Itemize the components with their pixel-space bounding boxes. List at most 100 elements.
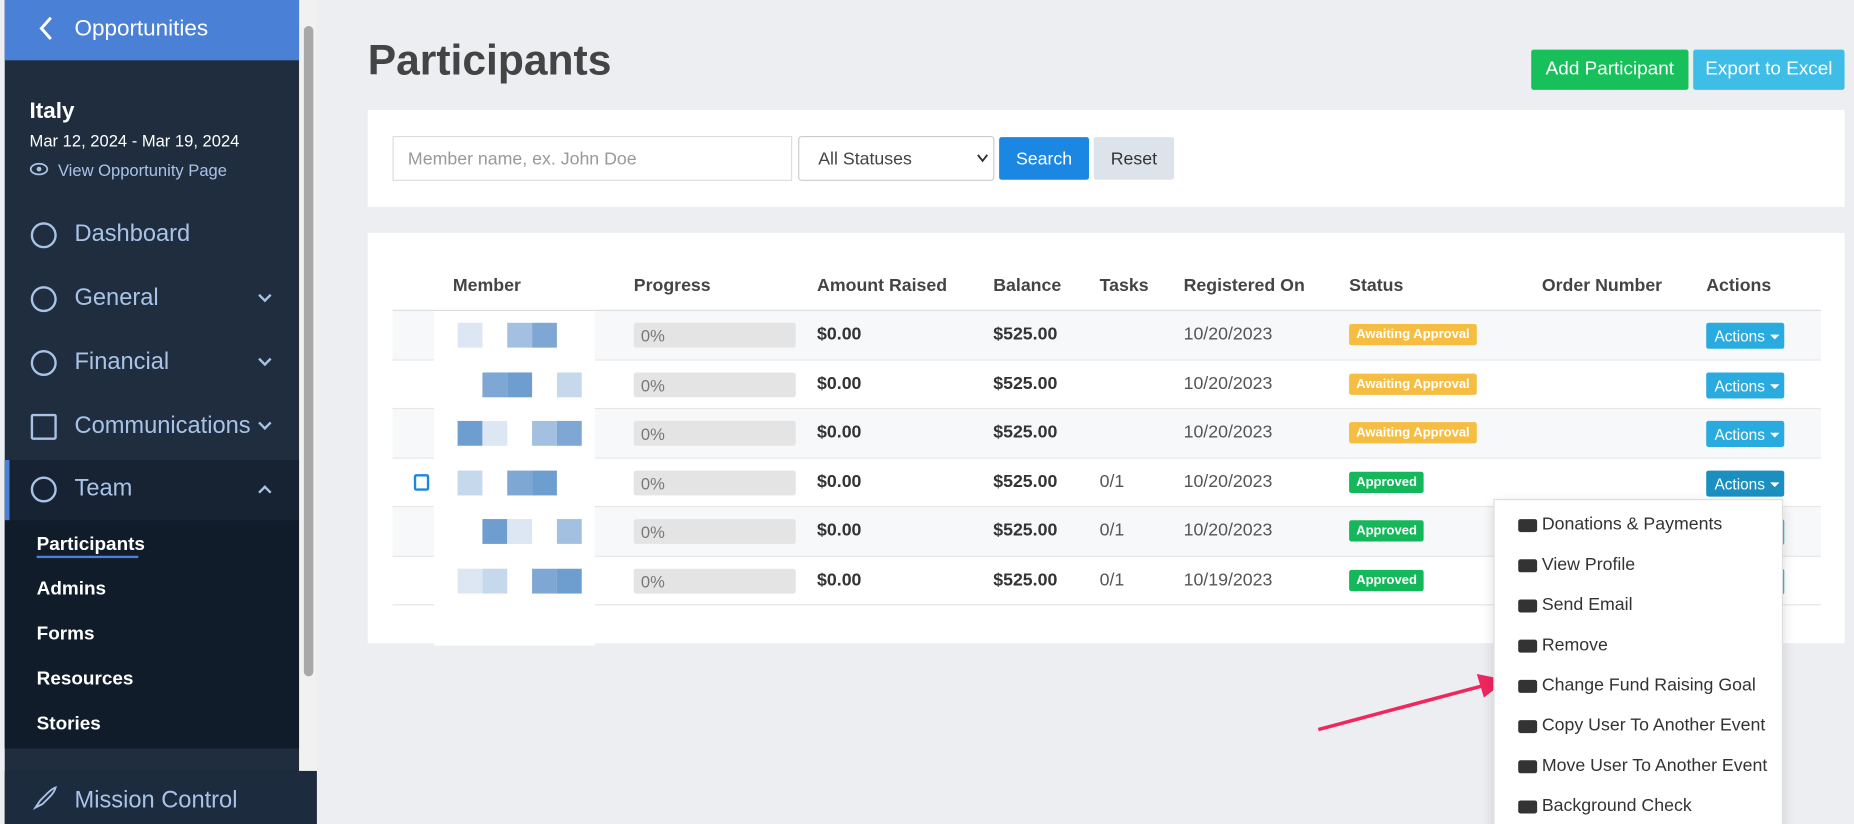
subnav-item[interactable]: Stories bbox=[36, 714, 101, 735]
menu-item[interactable]: View Profile bbox=[1541, 554, 1636, 575]
menu-icon bbox=[1518, 720, 1538, 734]
menu-icon bbox=[1518, 519, 1538, 533]
registered: 10/20/2023 bbox=[1183, 520, 1273, 541]
menu-icon bbox=[1518, 760, 1538, 774]
bottom-bar[interactable]: Mission Control bbox=[4, 770, 317, 824]
menu-icon bbox=[1518, 559, 1538, 573]
registered: 10/19/2023 bbox=[1183, 569, 1273, 590]
column-header: Registered On bbox=[1183, 275, 1305, 296]
member-pixel bbox=[532, 568, 557, 593]
reset-button[interactable]: Reset bbox=[1093, 137, 1175, 180]
search-button[interactable]: Search bbox=[999, 137, 1089, 180]
view-link[interactable]: View Opportunity Page bbox=[57, 160, 227, 180]
member-pixel bbox=[507, 371, 533, 397]
menu-item[interactable]: Move User To Another Event bbox=[1541, 755, 1768, 776]
tasks: 0/1 bbox=[1099, 520, 1125, 541]
menu-icon bbox=[1518, 679, 1538, 693]
member-pixel bbox=[532, 322, 557, 348]
menu-item[interactable]: Background Check bbox=[1541, 795, 1692, 816]
registered: 10/20/2023 bbox=[1183, 422, 1273, 443]
member-pixel bbox=[457, 322, 483, 348]
member-pixel bbox=[556, 568, 582, 593]
subnav-item[interactable]: Admins bbox=[36, 579, 107, 600]
amount-raised: $0.00 bbox=[817, 422, 862, 443]
nav-icon bbox=[30, 222, 57, 249]
subnav-item[interactable]: Forms bbox=[36, 624, 95, 645]
progress-bar: 0% bbox=[633, 322, 796, 348]
amount-raised: $0.00 bbox=[817, 373, 862, 394]
menu-icon bbox=[1518, 599, 1538, 613]
status-badge: Awaiting Approval bbox=[1349, 422, 1477, 444]
balance: $525.00 bbox=[993, 569, 1058, 590]
status-select[interactable]: All Statuses bbox=[798, 135, 995, 181]
tasks: 0/1 bbox=[1099, 471, 1125, 492]
nav-item[interactable]: General bbox=[74, 284, 159, 311]
search-input[interactable]: Member name, ex. John Doe bbox=[392, 135, 793, 181]
member-pixel bbox=[507, 470, 533, 495]
status-badge: Awaiting Approval bbox=[1349, 373, 1477, 395]
progress-bar: 0% bbox=[633, 568, 796, 593]
nav-icon bbox=[30, 413, 57, 440]
column-header: Progress bbox=[633, 275, 711, 296]
back-label: Opportunities bbox=[74, 16, 209, 42]
menu-item[interactable]: Change Fund Raising Goal bbox=[1541, 675, 1756, 696]
progress-bar: 0% bbox=[633, 470, 796, 495]
scrollbar bbox=[299, 0, 317, 771]
amount-raised: $0.00 bbox=[817, 520, 862, 541]
column-header: Status bbox=[1349, 275, 1404, 296]
menu-item[interactable]: Donations & Payments bbox=[1541, 514, 1723, 535]
balance: $525.00 bbox=[993, 520, 1058, 541]
nav-item[interactable]: Dashboard bbox=[74, 221, 191, 248]
caret bbox=[1770, 334, 1780, 340]
event-name: Italy bbox=[29, 99, 75, 125]
menu-item[interactable]: Copy User To Another Event bbox=[1541, 715, 1766, 736]
nav-icon bbox=[30, 476, 57, 503]
add-button[interactable]: Add Participant bbox=[1531, 49, 1689, 90]
balance: $525.00 bbox=[993, 373, 1058, 394]
table-row bbox=[392, 360, 1821, 410]
progress-bar: 0% bbox=[633, 420, 796, 446]
bottom-label: Mission Control bbox=[74, 787, 238, 814]
profile-icon bbox=[413, 473, 430, 491]
export-button[interactable]: Export to Excel bbox=[1693, 49, 1845, 90]
nav-item[interactable]: Financial bbox=[74, 348, 170, 375]
menu-item[interactable]: Send Email bbox=[1541, 594, 1633, 615]
balance: $525.00 bbox=[993, 471, 1058, 492]
rocket-icon bbox=[32, 786, 57, 811]
member-pixel bbox=[532, 470, 557, 495]
member-pixel bbox=[457, 470, 483, 495]
subnav-item[interactable]: Participants bbox=[36, 534, 145, 555]
nav-item[interactable]: Communications bbox=[74, 412, 251, 439]
subnav-bg bbox=[4, 520, 300, 749]
nav-icon bbox=[30, 349, 57, 377]
member-pixel bbox=[556, 420, 582, 446]
column-header: Amount Raised bbox=[817, 275, 948, 296]
member-pixel bbox=[507, 519, 533, 544]
back-bar[interactable]: Opportunities bbox=[4, 0, 300, 61]
table-row bbox=[392, 409, 1821, 459]
select-caret bbox=[977, 154, 989, 163]
member-pixel bbox=[482, 371, 508, 397]
member-pixel bbox=[457, 420, 483, 446]
member-pixel bbox=[482, 568, 508, 593]
balance: $525.00 bbox=[993, 323, 1058, 345]
column-header: Tasks bbox=[1099, 275, 1149, 296]
event-dates: Mar 12, 2024 - Mar 19, 2024 bbox=[29, 131, 240, 151]
member-pixel bbox=[556, 371, 582, 397]
column-header: Member bbox=[452, 275, 521, 296]
registered: 10/20/2023 bbox=[1183, 471, 1273, 492]
caret bbox=[1770, 383, 1780, 389]
nav-icon bbox=[30, 286, 57, 313]
amount-raised: $0.00 bbox=[817, 569, 862, 590]
member-pixel bbox=[532, 420, 557, 446]
progress-bar: 0% bbox=[633, 371, 796, 397]
caret bbox=[1770, 481, 1780, 487]
subnav-item[interactable]: Resources bbox=[36, 669, 134, 690]
status-badge: Approved bbox=[1349, 520, 1425, 542]
menu-item[interactable]: Remove bbox=[1541, 634, 1608, 656]
nav-item[interactable]: Team bbox=[74, 475, 133, 502]
balance: $525.00 bbox=[993, 422, 1058, 443]
active-underline bbox=[36, 555, 139, 559]
